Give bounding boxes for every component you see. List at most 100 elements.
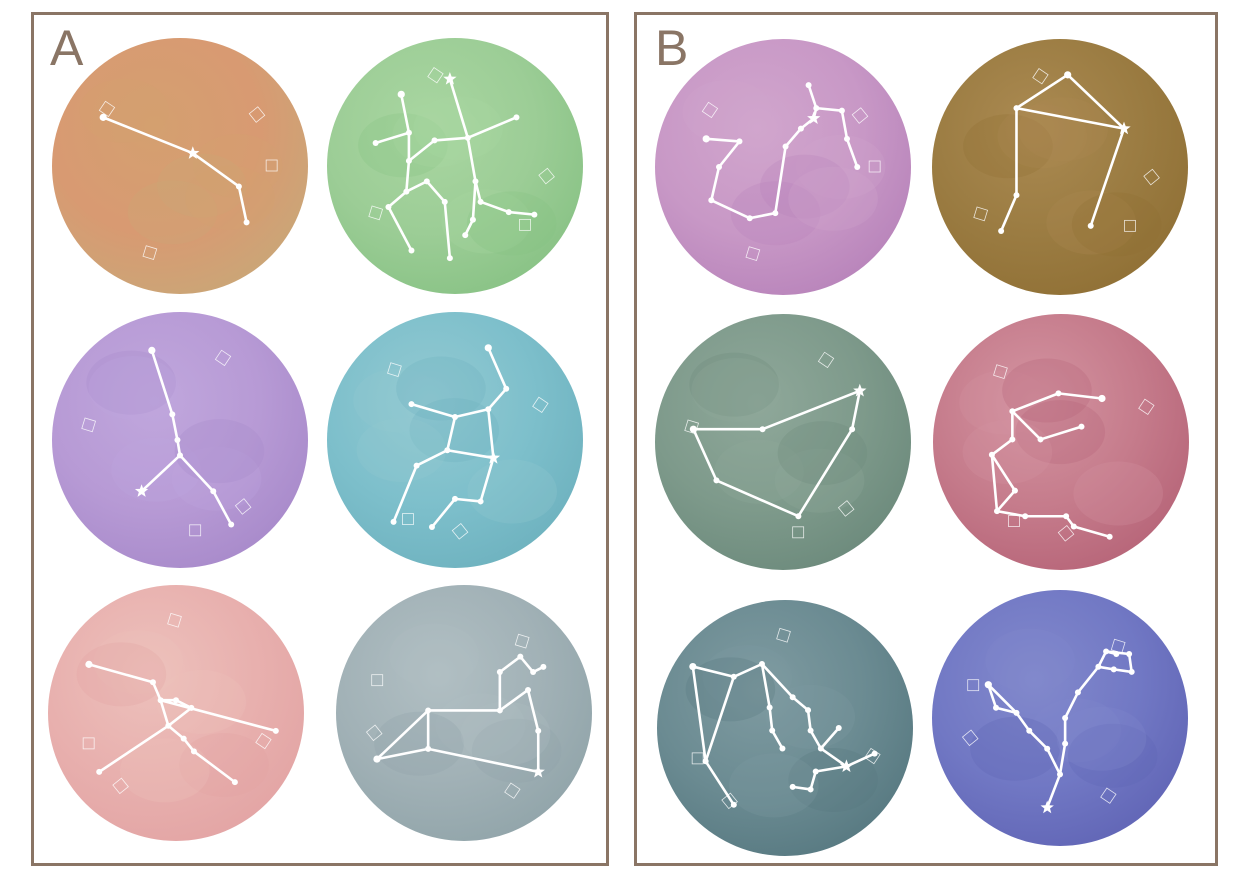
watercolor-blotch — [682, 79, 773, 144]
star-dot — [797, 125, 804, 132]
constellation-line — [994, 706, 1018, 715]
bright-star-icon — [839, 759, 854, 773]
constellation-line — [498, 688, 530, 712]
constellation-circle-b-4 — [933, 314, 1189, 570]
watercolor-blotch — [353, 368, 443, 433]
constellation-line — [171, 413, 179, 442]
star-dot — [405, 129, 412, 136]
star-dot — [1022, 513, 1029, 520]
star-dot — [708, 197, 715, 204]
decor-square — [993, 364, 1008, 379]
watercolor-blotch — [788, 166, 878, 231]
star-dot — [1013, 105, 1020, 112]
constellation-line — [399, 93, 411, 135]
decor-square — [961, 729, 979, 747]
decor-square — [1138, 398, 1155, 416]
watercolor-blotch — [392, 103, 483, 168]
constellation-line — [415, 448, 449, 467]
bright-star-icon — [531, 764, 545, 778]
star-dot — [779, 745, 786, 752]
constellation-line — [237, 185, 248, 224]
watercolor-blotch — [460, 701, 551, 766]
constellation-line — [479, 456, 495, 503]
star-dot — [1128, 668, 1135, 675]
star-dot — [373, 755, 381, 763]
watercolor-disc — [336, 585, 592, 841]
constellation-line — [999, 193, 1018, 233]
watercolor-disc — [932, 39, 1188, 295]
star-dot — [1011, 487, 1018, 494]
star-dot — [789, 694, 796, 701]
star-dot — [805, 82, 812, 89]
star-dot — [736, 138, 743, 145]
star-dot — [180, 735, 187, 742]
star-dot — [472, 178, 479, 185]
star-dot — [838, 107, 845, 114]
constellation-line — [375, 747, 430, 761]
constellation-line — [1027, 729, 1049, 751]
star-dot — [1103, 648, 1110, 655]
constellation-line — [407, 139, 436, 163]
decor-square — [98, 100, 116, 118]
star-dot — [1126, 651, 1133, 657]
star-dot — [849, 426, 856, 433]
star-dot — [496, 669, 503, 676]
star-dot — [469, 216, 476, 223]
star-dot — [169, 411, 176, 418]
star-dot — [730, 801, 737, 808]
watercolor-blotch — [413, 96, 503, 161]
constellation-circle-b-6 — [932, 590, 1188, 846]
constellation-line — [140, 454, 182, 493]
bright-star-icon — [486, 450, 501, 464]
constellation-line — [433, 136, 470, 142]
star-dot — [272, 727, 279, 734]
decor-square — [868, 160, 881, 173]
star-dot — [408, 247, 415, 254]
decor-square — [142, 245, 158, 260]
constellation-line — [448, 77, 470, 140]
star-dot — [713, 477, 720, 484]
constellation-line — [995, 489, 1017, 513]
decor-square — [248, 106, 266, 123]
constellation-line — [159, 698, 170, 728]
decor-square — [81, 417, 97, 433]
watercolor-blotch — [156, 153, 247, 218]
decor-square — [691, 752, 704, 765]
star-dot — [1013, 709, 1020, 716]
watercolor-blotch — [127, 180, 218, 245]
decor-square — [745, 246, 761, 261]
constellation-line — [486, 346, 508, 391]
constellation-circle-a-2 — [327, 38, 583, 294]
constellation-line — [410, 402, 457, 419]
star-dot — [477, 198, 484, 205]
decor-square — [837, 500, 855, 517]
constellation-line — [760, 662, 771, 709]
constellation-line — [1072, 525, 1111, 539]
watercolor-blotch — [691, 357, 782, 422]
decor-square — [851, 107, 869, 124]
decor-square — [504, 782, 521, 799]
star-dot — [812, 768, 819, 775]
constellation-line — [405, 180, 429, 193]
star-dot — [462, 232, 469, 239]
constellation-line — [809, 729, 823, 750]
star-dot — [525, 686, 531, 693]
star-dot — [1062, 715, 1069, 721]
star-dot — [1013, 192, 1020, 199]
constellation-line — [704, 759, 736, 807]
decor-square — [368, 205, 384, 221]
decor-square — [387, 362, 402, 377]
constellation-line — [704, 137, 741, 143]
star-dot — [1078, 423, 1085, 430]
decor-square — [402, 513, 414, 525]
decor-square — [167, 612, 182, 628]
star-dot — [484, 344, 492, 352]
constellation-line — [519, 655, 535, 674]
star-dot — [766, 704, 773, 711]
constellation-line — [1058, 742, 1067, 776]
constellation-line — [691, 665, 736, 679]
panel-a: A — [31, 12, 609, 866]
star-dot — [235, 183, 242, 190]
watercolor-blotch — [795, 135, 886, 199]
constellation-circle-a-4 — [327, 312, 583, 568]
